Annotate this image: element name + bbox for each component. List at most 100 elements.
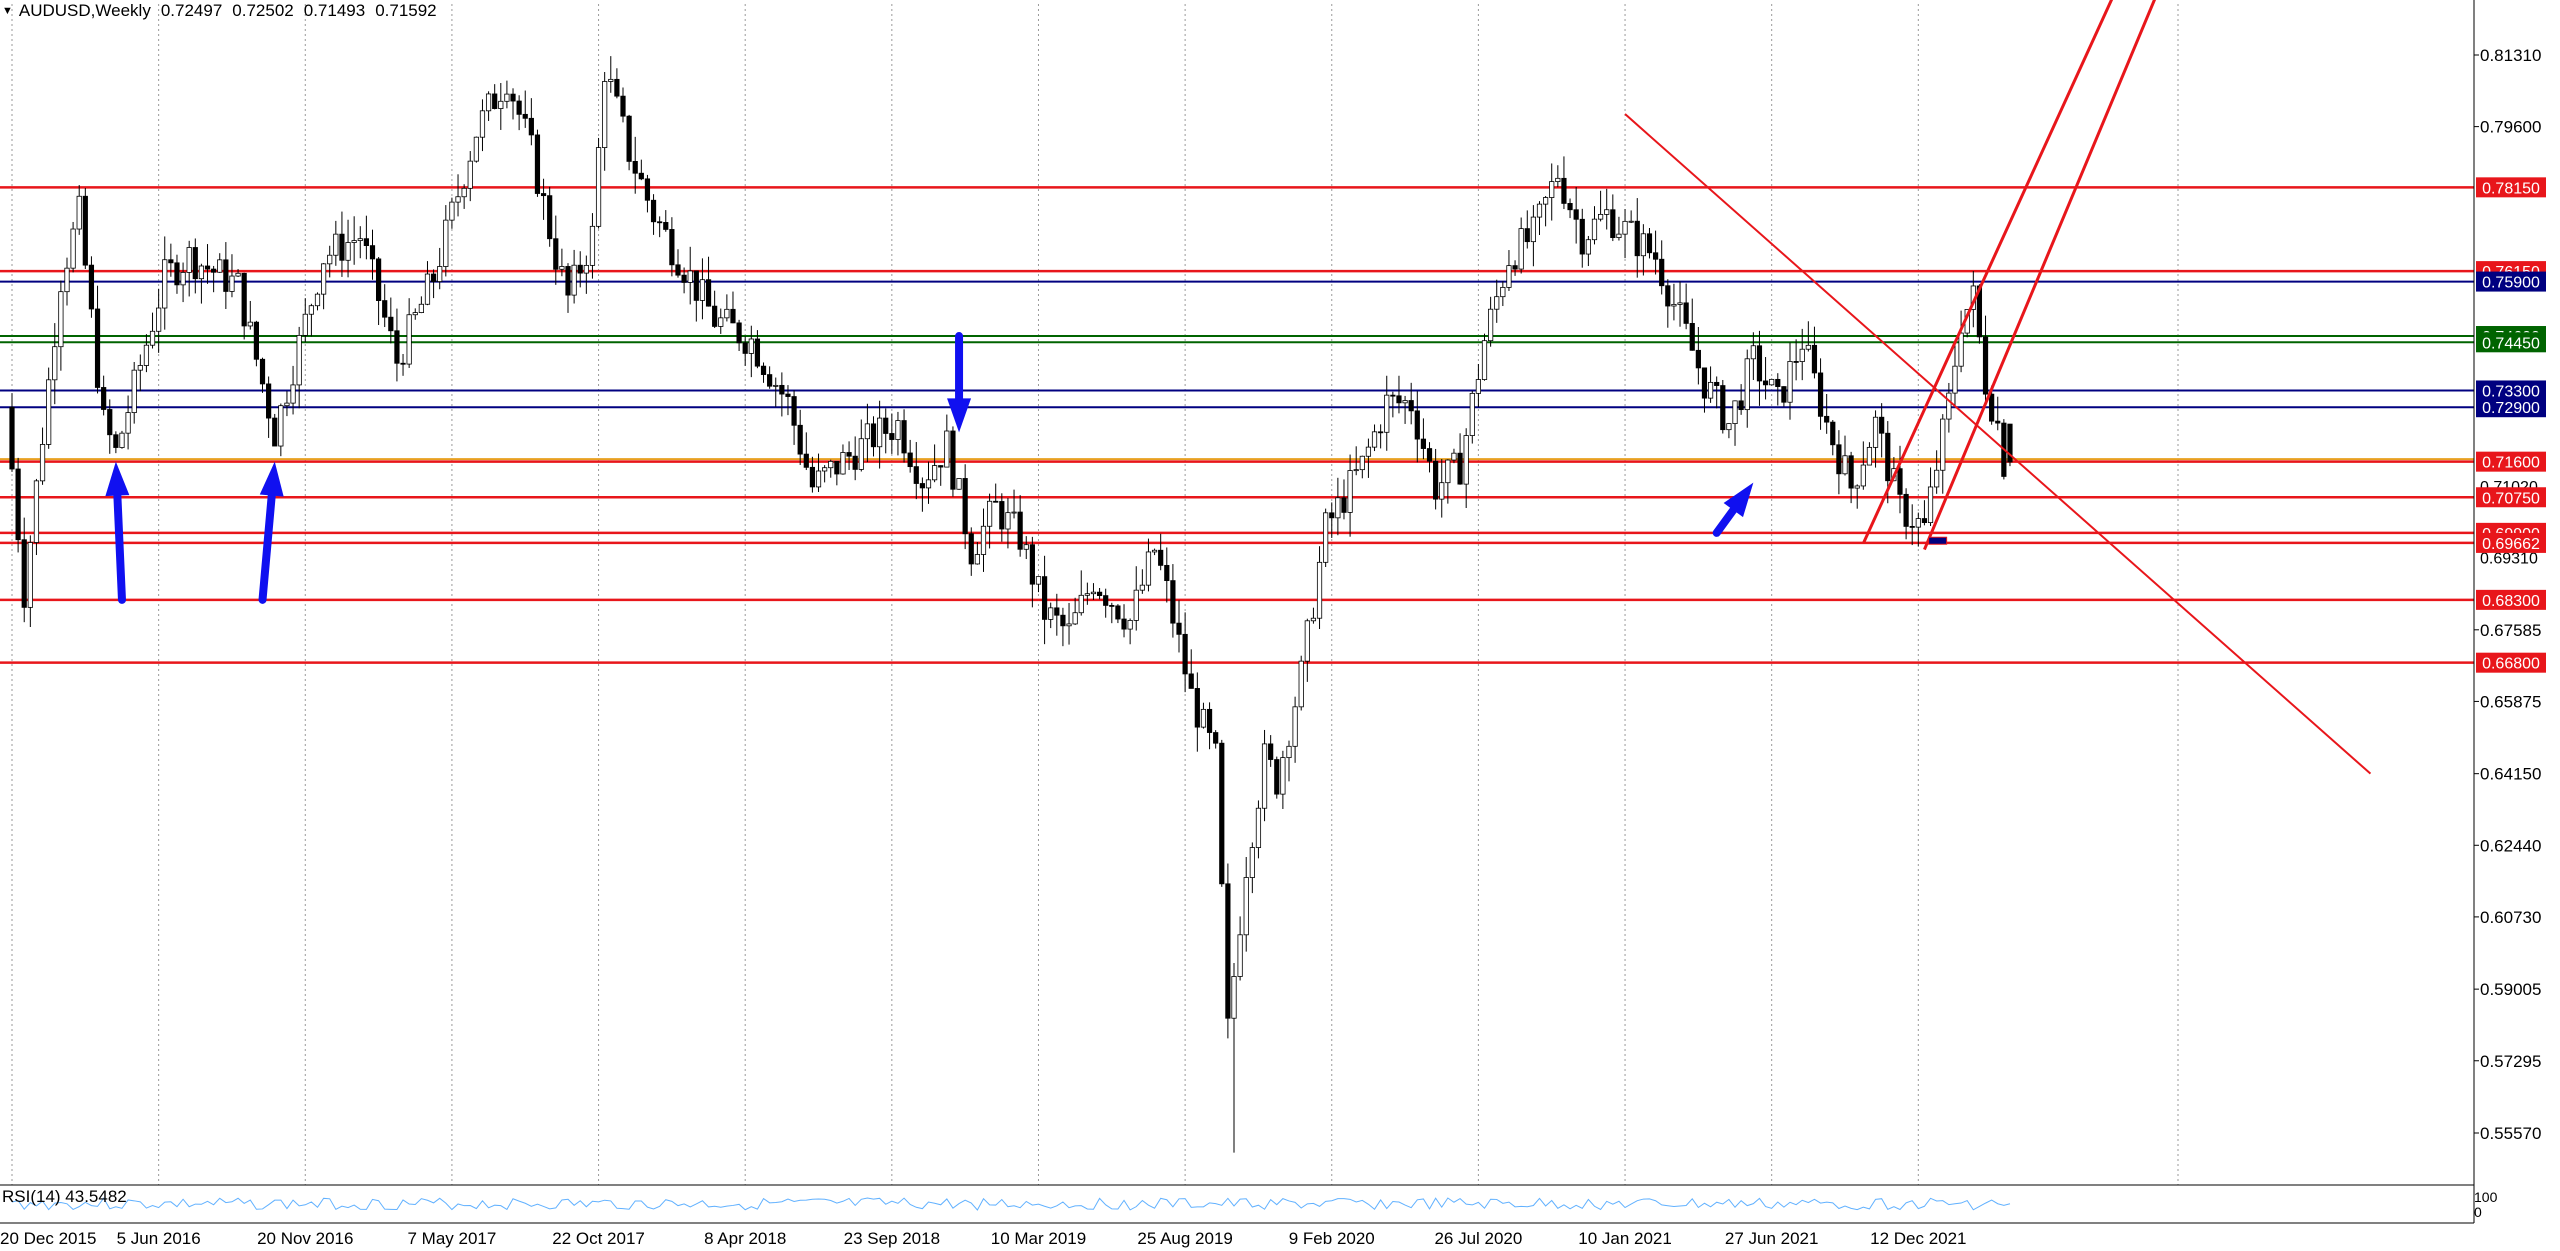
candle <box>278 403 284 457</box>
candle <box>131 361 137 424</box>
bull-candle-body <box>1090 591 1097 595</box>
candle <box>1579 208 1585 268</box>
candle <box>168 243 174 277</box>
candle <box>1469 390 1475 444</box>
bull-candle-body <box>1536 203 1543 218</box>
bear-candle-body <box>938 465 944 468</box>
candle <box>1133 566 1139 631</box>
bear-candle-body <box>1225 883 1231 1019</box>
bull-candle-body <box>1543 197 1549 205</box>
candle <box>950 426 956 497</box>
blue-arrow-icon <box>947 332 972 433</box>
candle <box>797 409 803 465</box>
bull-candle-body <box>1237 934 1243 977</box>
price-level-tag-text: 0.71600 <box>2482 455 2540 472</box>
bull-candle-body <box>278 405 284 447</box>
candle <box>64 257 70 306</box>
bull-candle-body <box>925 479 932 489</box>
candle <box>1054 593 1060 636</box>
candle <box>1017 495 1023 557</box>
candle <box>485 91 492 121</box>
bull-candle-body <box>314 293 321 307</box>
ohlc-low: 0.71493 <box>303 1 366 20</box>
bear-candle-body <box>1811 344 1818 374</box>
candle <box>565 263 571 313</box>
candle <box>39 427 46 485</box>
candle <box>1561 156 1567 210</box>
candle <box>82 187 88 270</box>
candle <box>284 391 290 417</box>
bear-candle-body <box>1457 452 1463 485</box>
symbol-timeframe: AUDUSD,Weekly <box>18 1 151 20</box>
candle <box>406 298 412 368</box>
bull-candle-body <box>1952 365 1958 394</box>
bear-candle-body <box>1567 203 1573 211</box>
bear-candle-body <box>192 247 198 280</box>
candle <box>712 290 718 329</box>
candle <box>1371 424 1378 452</box>
price-level-tag: 0.71600 <box>2476 451 2546 472</box>
candle <box>369 229 376 280</box>
trendline <box>1923 0 2157 551</box>
time-axis: 20 Dec 2015 5 Jun 2016 20 Nov 2016 7 May 20… <box>0 1229 1967 1248</box>
bear-candle-body <box>339 233 345 261</box>
bull-candle-body <box>1078 594 1084 614</box>
bull-candle-body <box>608 78 614 82</box>
candle <box>424 261 431 306</box>
candle <box>186 240 192 297</box>
bull-candle-body <box>345 242 351 261</box>
candle <box>1512 260 1518 276</box>
bull-candle-body <box>498 100 504 109</box>
candle <box>1060 607 1066 647</box>
candle <box>357 226 363 259</box>
bear-candle-body <box>1414 410 1420 440</box>
bear-candle-body <box>797 424 803 455</box>
ohlc-high: 0.72502 <box>232 1 294 20</box>
rsi-axis-top: 100 <box>2474 1189 2498 1205</box>
bull-candle-body <box>1347 470 1353 513</box>
candle <box>1035 576 1042 593</box>
bear-candle-body <box>1879 416 1885 434</box>
bull-candle-body <box>1934 469 1940 488</box>
candle <box>522 90 528 128</box>
candle <box>1934 450 1940 494</box>
rsi-line <box>11 1197 2011 1211</box>
price-level-tag: 0.75900 <box>2476 271 2546 292</box>
bear-candle-body <box>644 178 651 201</box>
candle <box>321 263 327 310</box>
blue-arrow-icon <box>105 461 130 604</box>
candle <box>1323 508 1329 568</box>
candle <box>1854 484 1860 509</box>
bull-candle-body <box>1139 584 1145 591</box>
price-level-tag-bg <box>2476 652 2546 673</box>
price-level-tag-bg <box>2476 397 2546 418</box>
bull-candle-body <box>455 196 461 203</box>
candle <box>33 478 40 556</box>
trendline <box>1624 113 2372 775</box>
candle <box>858 419 864 472</box>
bull-candle-body <box>125 412 131 434</box>
bear-candle-body <box>785 393 791 397</box>
candle <box>1518 217 1524 274</box>
x-tick-label: 8 Apr 2018 <box>704 1229 786 1248</box>
bull-candle-body <box>1640 233 1646 257</box>
bull-candle-body <box>235 272 241 277</box>
candle <box>571 249 577 304</box>
price-level-tag: 0.73300 <box>2476 380 2546 401</box>
candle <box>614 68 620 99</box>
bear-candle-body <box>394 330 400 364</box>
bear-candle-body <box>547 195 553 240</box>
candle <box>229 254 235 298</box>
bull-candle-body <box>1506 265 1512 288</box>
arrow-shaft <box>1712 506 1738 537</box>
price-level-tag: 0.68300 <box>2476 589 2546 610</box>
bear-candle-body <box>540 193 547 197</box>
bull-candle-body <box>1707 381 1714 399</box>
chart-menu-caret-icon[interactable]: ▼ <box>2 5 13 17</box>
bear-candle-body <box>1188 673 1194 689</box>
bull-candle-body <box>296 334 302 386</box>
price-level-tag-bg <box>2476 532 2546 553</box>
candle <box>1127 618 1133 645</box>
price-scale-label: 0.69310 <box>2480 551 2538 568</box>
